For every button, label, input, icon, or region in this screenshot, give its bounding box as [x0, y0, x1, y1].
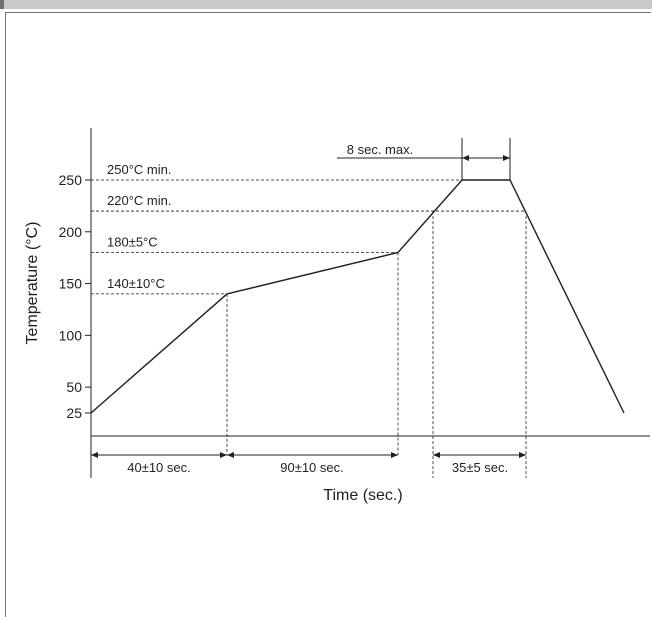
duration-arrow-peak-head-right: [503, 155, 510, 161]
y-tick-label: 250: [59, 172, 83, 188]
profile-line: [90, 179, 625, 414]
level-label: 220°C min.: [107, 193, 171, 208]
duration-label: 35±5 sec.: [452, 460, 508, 475]
duration-label: 40±10 sec.: [127, 460, 191, 475]
y-tick-label: 100: [59, 327, 83, 343]
duration-arrow-reflow-head-left: [433, 452, 440, 458]
duration-arrow-peak-head-left: [462, 155, 469, 161]
y-axis-title: Temperature (°C): [24, 222, 41, 345]
level-label: 180±5°C: [107, 234, 158, 249]
y-tick-label: 150: [59, 276, 83, 292]
level-label: 250°C min.: [107, 162, 171, 177]
duration-label: 90±10 sec.: [280, 460, 344, 475]
header-bar: [0, 0, 652, 9]
level-label: 140±10°C: [107, 276, 165, 291]
y-tick-label: 50: [66, 379, 82, 395]
duration-arrow-preheat-head-right: [220, 452, 227, 458]
duration-arrow-soak-head-left: [227, 452, 234, 458]
x-axis-title: Time (sec.): [323, 487, 402, 504]
duration-arrow-reflow-head-right: [519, 452, 526, 458]
y-tick-label: 25: [66, 405, 82, 421]
y-tick-label: 200: [59, 224, 83, 240]
duration-arrow-soak-head-right: [391, 452, 398, 458]
duration-label: 8 sec. max.: [347, 142, 413, 157]
figure-frame: [5, 12, 651, 617]
header-bar-marker: [0, 0, 4, 9]
duration-arrow-preheat-head-left: [91, 452, 98, 458]
